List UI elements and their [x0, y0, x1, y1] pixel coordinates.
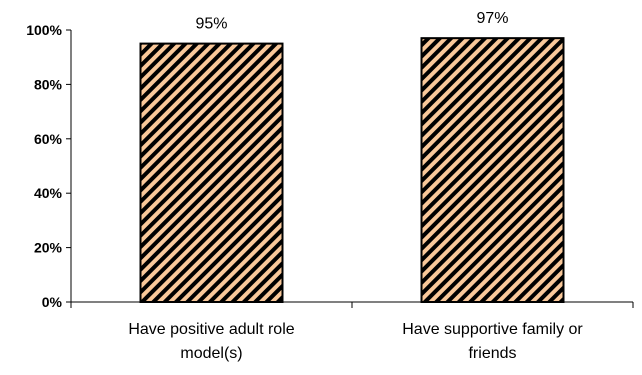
y-tick-label: 40%	[34, 185, 63, 201]
category-label: Have supportive family or	[402, 321, 583, 338]
y-tick-label: 60%	[34, 131, 63, 147]
data-label: 95%	[195, 16, 227, 33]
y-tick-label: 0%	[42, 294, 63, 310]
bar	[139, 42, 284, 303]
category-label: friends	[468, 345, 516, 362]
chart-labels: 95% Have positive adult role model(s) 97% Ha…	[128, 10, 583, 362]
y-tick-label: 100%	[26, 22, 62, 38]
y-tick-label: 20%	[34, 240, 63, 256]
category-label: model(s)	[180, 345, 242, 362]
y-tick-label: 80%	[34, 76, 63, 92]
bar	[420, 37, 565, 303]
chart-bars	[139, 37, 565, 303]
data-label: 97%	[476, 10, 508, 27]
category-label: Have positive adult role	[128, 321, 294, 338]
